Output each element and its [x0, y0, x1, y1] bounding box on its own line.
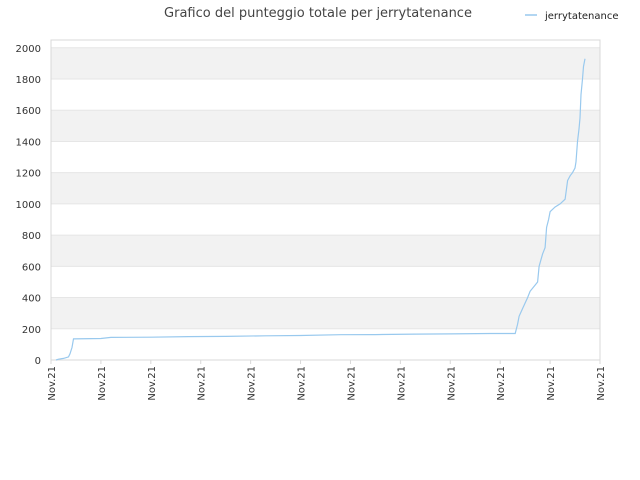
y-tick-label: 200 [22, 325, 41, 336]
y-tick-label: 1400 [16, 137, 41, 148]
x-tick-label: Nov.21 [297, 366, 308, 401]
background-bands [51, 47, 600, 329]
y-tick-label: 0 [35, 356, 41, 367]
legend-label: jerrytatenance [544, 11, 618, 22]
y-tick-label: 2000 [16, 44, 41, 55]
plot-frame [50, 39, 601, 361]
background-band [51, 297, 600, 329]
background-band [51, 172, 600, 204]
x-tick-label: Nov.21 [446, 366, 457, 401]
y-tick-label: 1600 [16, 106, 41, 117]
chart-title: Grafico del punteggio totale per jerryta… [164, 6, 472, 21]
legend: jerrytatenance [525, 11, 618, 22]
y-tick-label: 800 [22, 231, 41, 242]
series-line-jerrytatenance [55, 58, 586, 361]
x-tick-label: Nov.21 [496, 366, 507, 401]
background-band [51, 47, 600, 80]
background-band [51, 110, 600, 142]
x-axis-ticks: Nov.21 Nov.21 Nov.21 Nov.21 Nov.21 Nov.21 Nov.… [47, 360, 607, 401]
y-tick-label: 1800 [16, 75, 41, 86]
x-tick-label: Nov.21 [147, 366, 158, 401]
x-tick-label: Nov.21 [546, 366, 557, 401]
y-axis-ticks: 0 200 400 600 800 1000 1200 1400 1600 1800 2000 [16, 44, 41, 367]
y-tick-label: 400 [22, 294, 41, 305]
y-tick-label: 1200 [16, 169, 41, 180]
x-tick-label: Nov.21 [346, 366, 357, 401]
y-tick-label: 1000 [16, 200, 41, 211]
x-tick-label: Nov.21 [247, 366, 258, 401]
x-tick-label: Nov.21 [47, 366, 58, 401]
x-tick-label: Nov.21 [396, 366, 407, 401]
x-tick-label: Nov.21 [197, 366, 208, 401]
x-tick-label: Nov.21 [97, 366, 108, 401]
background-band [51, 235, 600, 267]
x-tick-label: Nov.21 [596, 366, 607, 401]
gridlines [51, 47, 600, 361]
y-tick-label: 600 [22, 262, 41, 273]
